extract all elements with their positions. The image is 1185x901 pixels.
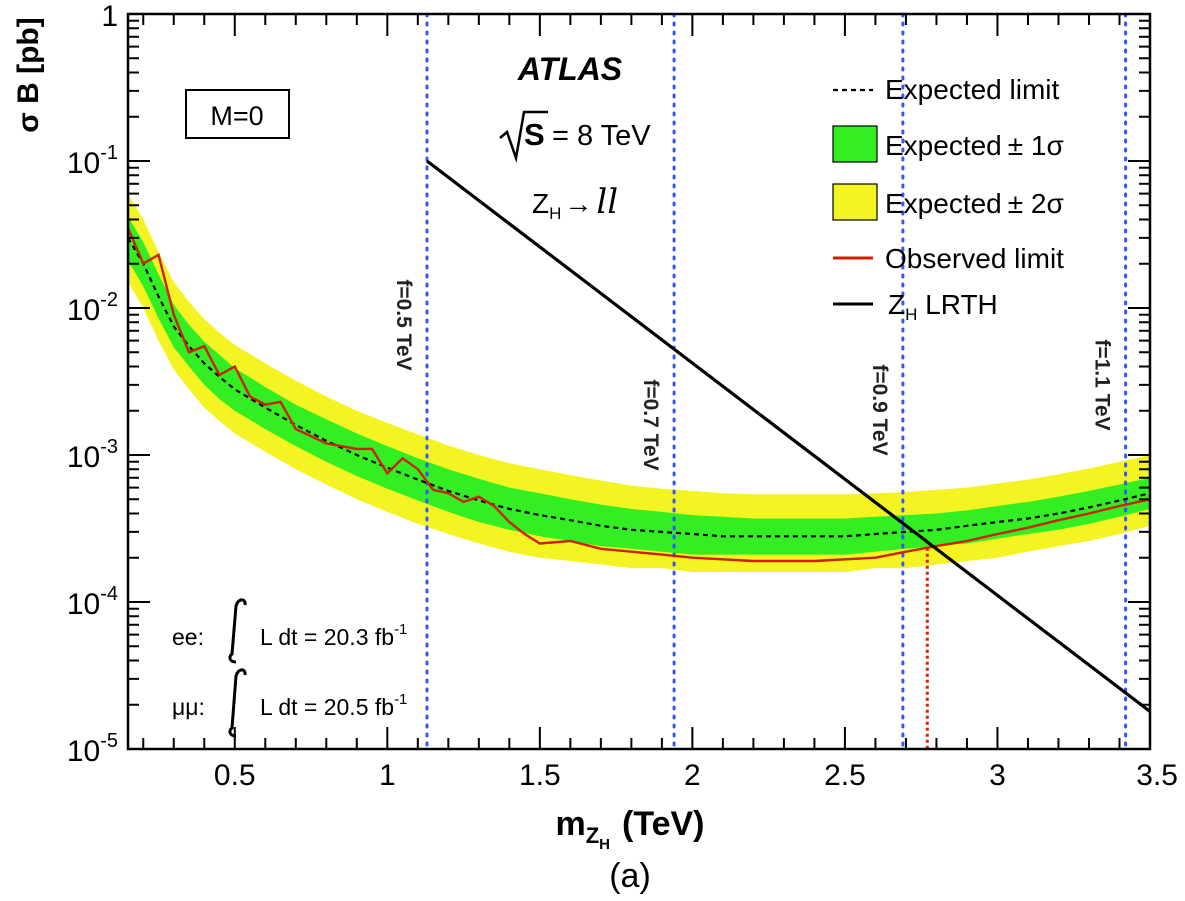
legend-observed-label: Observed limit — [885, 243, 1064, 274]
lumi-mumu-value: L dt = 20.5 fb-1 — [260, 691, 407, 720]
legend-one-sigma-label: Expected ± 1σ — [885, 130, 1064, 161]
sqrt-icon — [499, 110, 548, 163]
y-tick-label: 10-4 — [67, 583, 118, 621]
observed-limit-line — [128, 227, 1150, 563]
y-tick-label: 10-5 — [67, 730, 118, 768]
integral-icon — [228, 598, 247, 664]
figure-caption: (a) — [609, 857, 651, 895]
legend-one-sigma-swatch — [832, 125, 878, 163]
y-tick-labels: 1 10-1 10-2 10-3 10-4 10-5 — [67, 0, 118, 768]
x-tick-label: 3.5 — [1136, 759, 1178, 792]
legend-two-sigma-label: Expected ± 2σ — [885, 188, 1064, 219]
luminosity-annotation: ee: L dt = 20.3 fb-1 μμ: L dt = 20.5 fb-… — [172, 598, 407, 738]
f-lines-group — [425, 14, 1128, 749]
lumi-ee-label: ee: — [172, 624, 204, 650]
legend: Expected limit Expected ± 1σ Expected ± 2σ… — [832, 74, 1064, 324]
lumi-mumu-label: μμ: — [172, 694, 205, 720]
lumi-ee-value: L dt = 20.3 fb-1 — [260, 621, 407, 650]
one-sigma-band — [128, 216, 1150, 555]
model-box — [185, 89, 290, 139]
energy-label: S = 8 TeV — [499, 110, 651, 163]
legend-theory-label: ZH LRTH — [888, 289, 998, 324]
f-labels: f=0.5 TeV f=0.7 TeV f=0.9 TeV f=1.1 TeV — [392, 279, 1114, 470]
model-box-label: M=0 — [210, 101, 263, 131]
y-tick-label: 1 — [101, 0, 118, 33]
integral-icon — [228, 668, 247, 738]
expected-limit-line — [128, 237, 1150, 538]
f-line-label: f=0.9 TeV — [868, 364, 891, 455]
process-label: ZH → ll — [532, 182, 618, 223]
plot-frame — [126, 12, 1152, 751]
y-tick-label: 10-2 — [67, 289, 118, 327]
x-tick-label: 0.5 — [214, 759, 256, 792]
legend-expected-label: Expected limit — [885, 74, 1060, 105]
svg-text:S: S — [524, 117, 545, 152]
x-tick-label: 3 — [989, 759, 1006, 792]
atlas-label: ATLAS — [517, 51, 623, 87]
theory-lrth-line — [426, 159, 1150, 713]
ticks-group — [128, 14, 1151, 750]
y-tick-label: 10-1 — [67, 142, 118, 180]
f-line-label: f=1.1 TeV — [1091, 339, 1114, 430]
x-tick-labels: 0.5 1 1.5 2 2.5 3 3.5 — [214, 759, 1178, 792]
svg-text:= 8 TeV: = 8 TeV — [552, 120, 651, 152]
x-tick-label: 2.5 — [824, 759, 866, 792]
x-axis-title: mZH(TeV) — [555, 805, 704, 853]
y-axis-title: σ B [pb] — [12, 17, 45, 133]
legend-two-sigma-swatch — [832, 183, 878, 221]
x-tick-label: 2 — [684, 759, 701, 792]
f-line-label: f=0.5 TeV — [392, 279, 415, 370]
f-line-label: f=0.7 TeV — [639, 379, 662, 470]
x-tick-label: 1 — [379, 759, 396, 792]
y-tick-label: 10-3 — [67, 436, 118, 474]
x-tick-label: 1.5 — [519, 759, 561, 792]
